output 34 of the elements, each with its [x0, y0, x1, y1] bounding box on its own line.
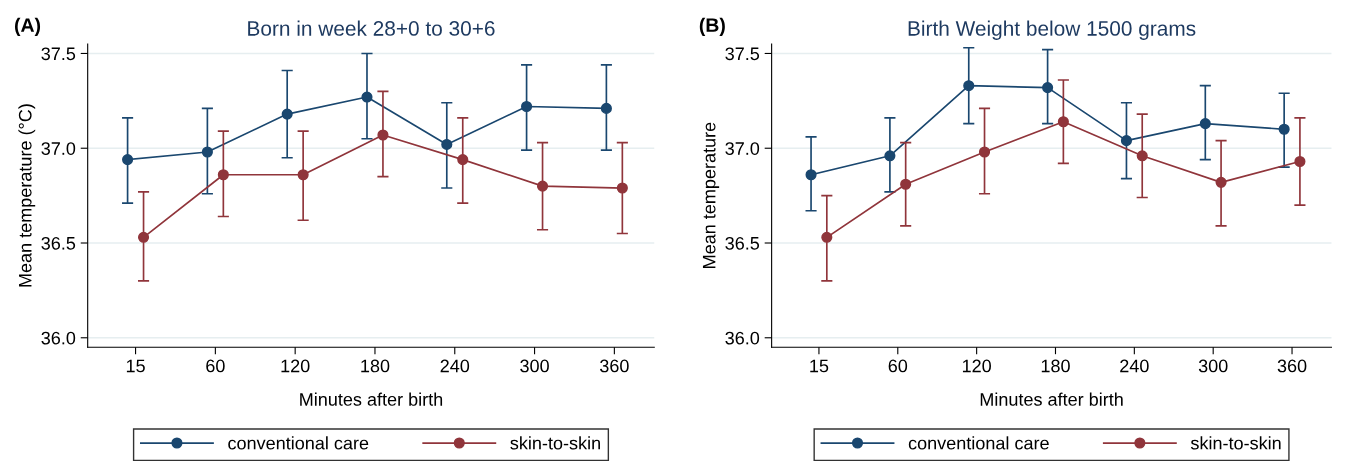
y-tick-label: 37.5 — [41, 47, 76, 61]
x-tick-label: 300 — [1198, 359, 1228, 373]
text: (A) — [15, 17, 41, 36]
y-axis-title: Mean temperature — [702, 122, 720, 268]
y-tick-label: 37.0 — [725, 142, 760, 155]
y-tick-label: 36.5 — [725, 236, 760, 250]
x-tick-label: 300 — [520, 359, 549, 373]
legend-label: conventional care — [908, 436, 1049, 450]
text: (B) — [699, 17, 725, 36]
y-axis-title: Mean temperature (°C) — [18, 104, 36, 287]
y-tick-label: 37.5 — [725, 47, 760, 61]
x-tick-label: 60 — [888, 359, 908, 373]
legend-label: skin-to-skin — [510, 436, 600, 450]
chart-title: Birth Weight below 1500 grams — [908, 20, 1196, 40]
y-tick-label: 37.0 — [41, 142, 76, 155]
x-tick-label: 15 — [810, 359, 829, 373]
x-axis-title: Minutes after birth — [300, 392, 443, 406]
y-tick-label: 36.5 — [41, 236, 76, 250]
y-tick-label: 36.0 — [725, 331, 760, 345]
x-axis-title: Minutes after birth — [980, 392, 1123, 406]
x-tick-label: 360 — [1277, 359, 1307, 373]
x-tick-label: 60 — [206, 359, 225, 373]
x-tick-label: 360 — [599, 359, 629, 373]
x-tick-label: 15 — [126, 359, 145, 373]
legend-label: conventional care — [228, 436, 369, 450]
y-tick-label: 36.0 — [41, 331, 76, 345]
x-tick-label: 180 — [1041, 359, 1070, 373]
x-tick-label: 240 — [1120, 359, 1149, 373]
x-tick-label: 240 — [440, 359, 470, 373]
chart-title: Born in week 28+0 to 30+6 — [248, 20, 495, 36]
x-tick-label: 120 — [962, 359, 991, 373]
x-tick-label: 120 — [281, 359, 310, 373]
x-tick-label: 180 — [361, 359, 390, 373]
legend-label: skin-to-skin — [1190, 436, 1281, 450]
